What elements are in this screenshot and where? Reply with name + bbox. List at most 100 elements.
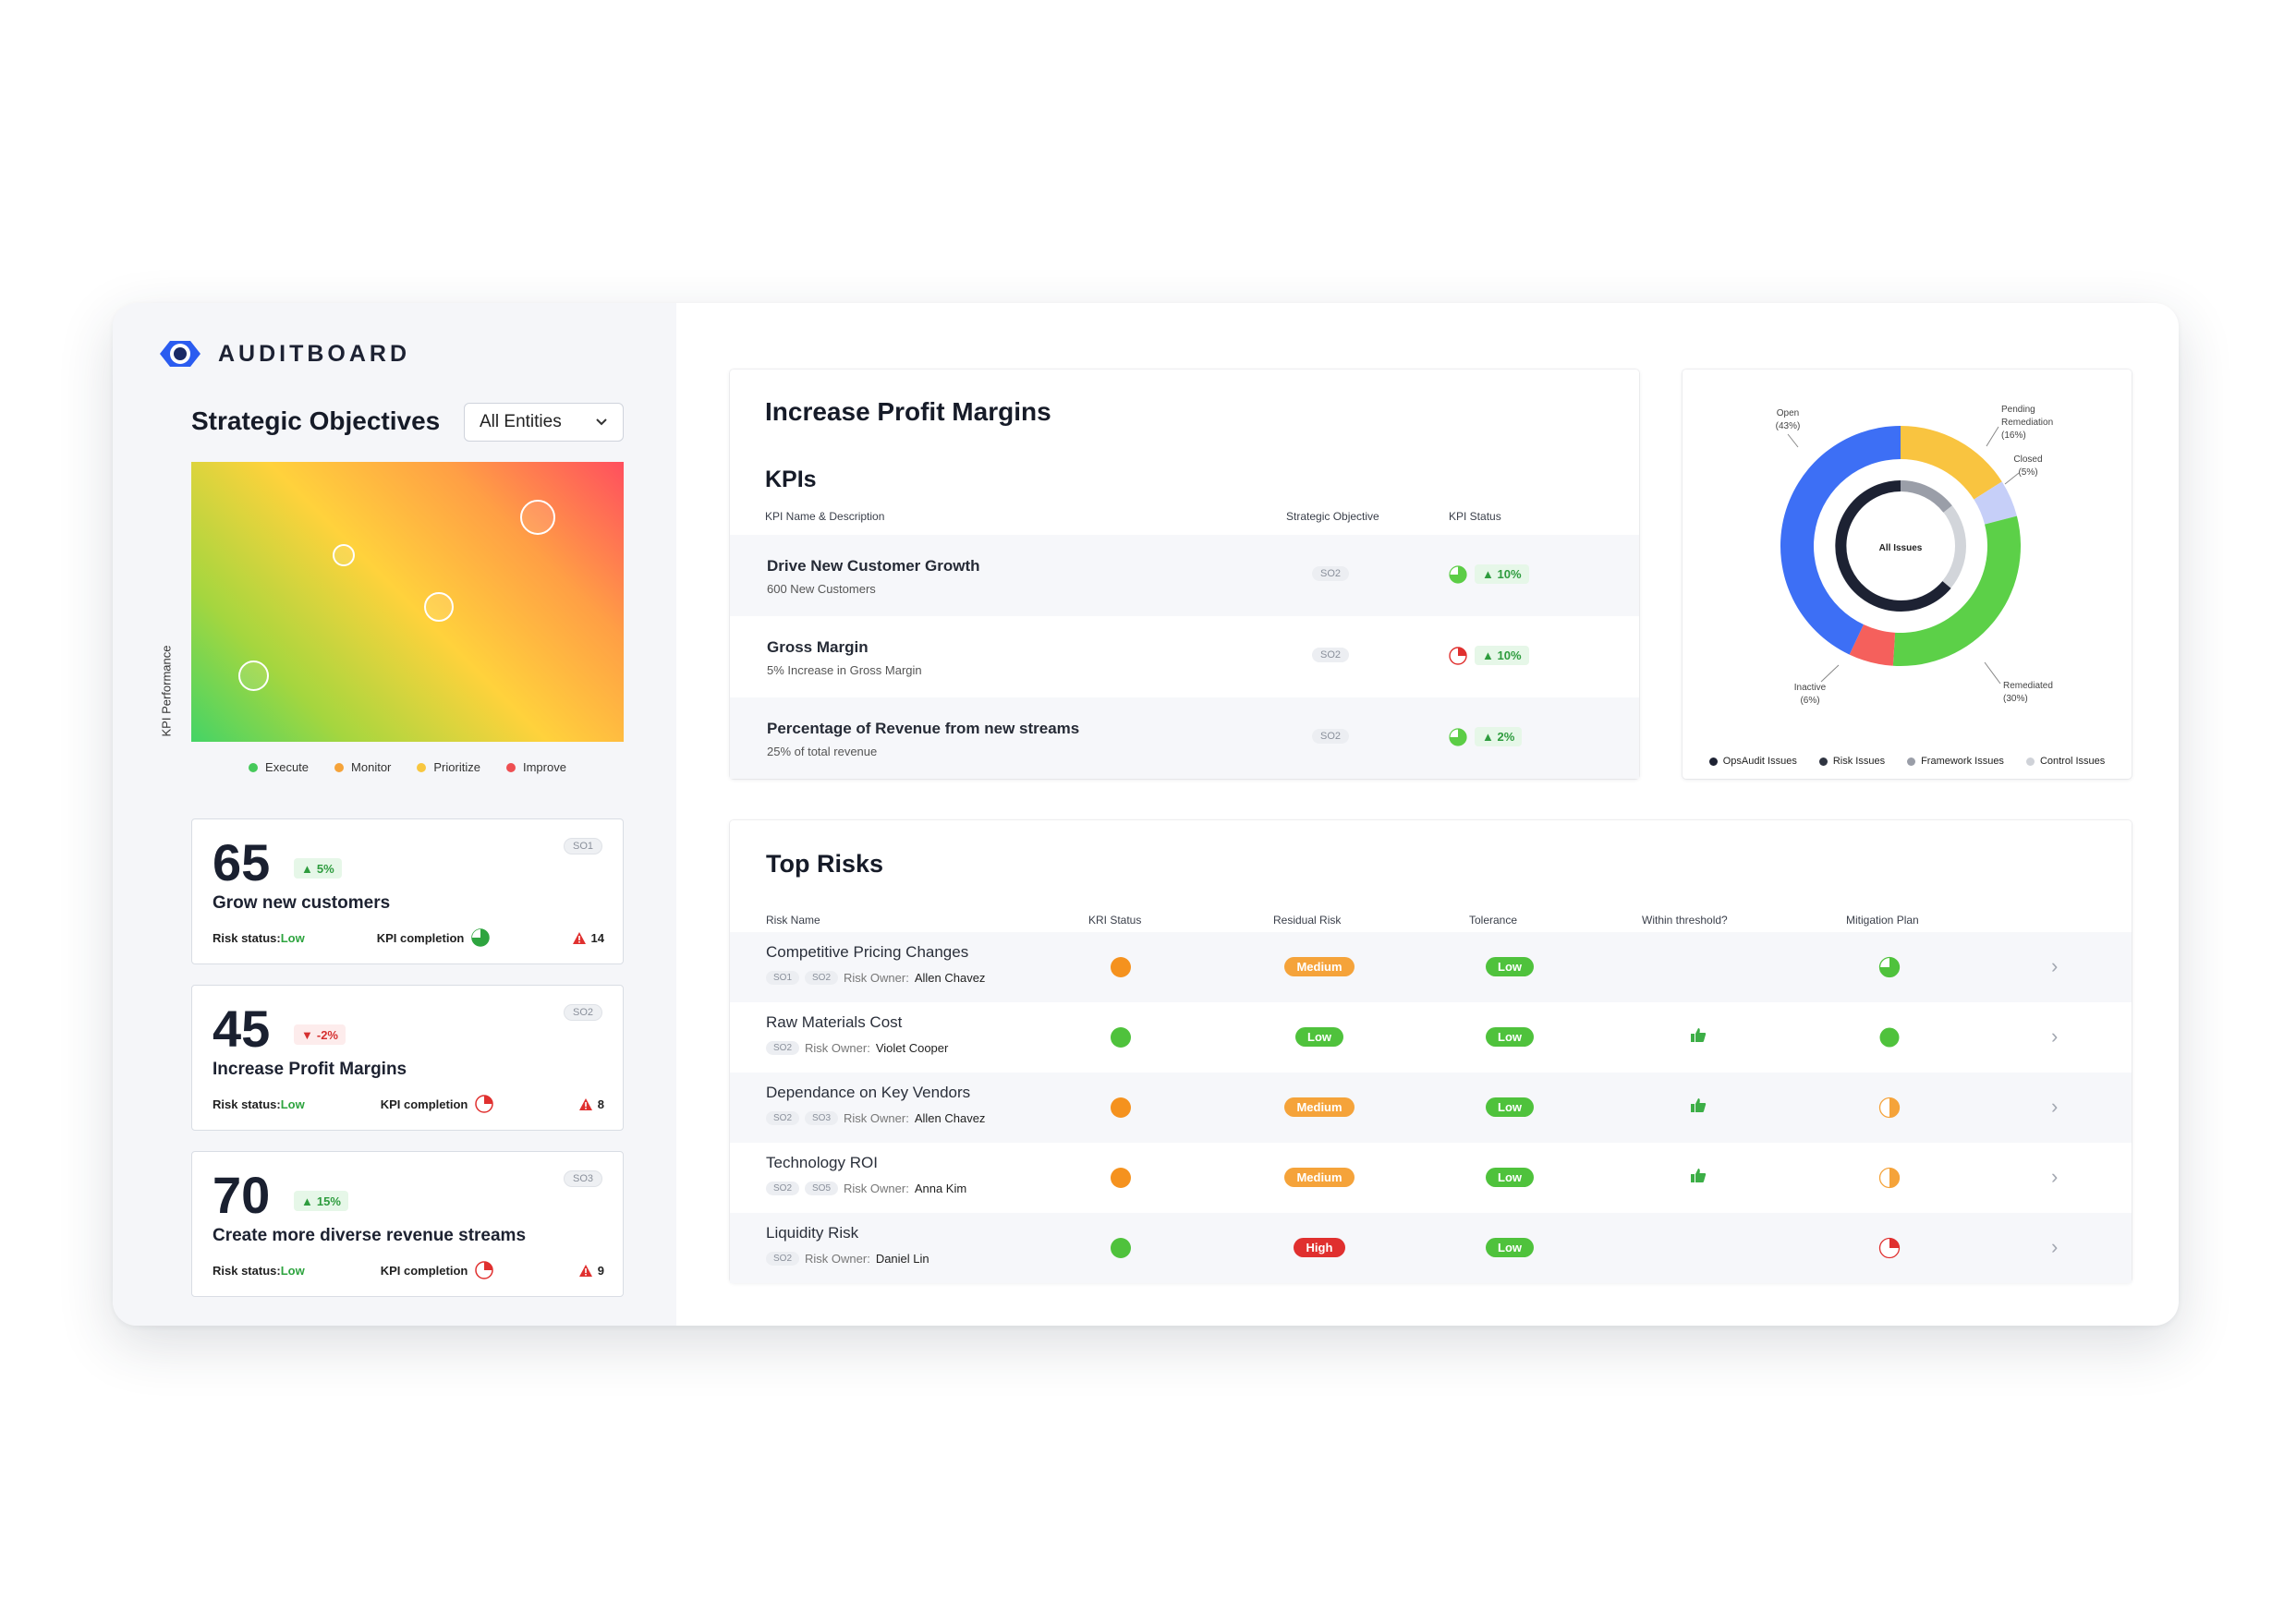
objective-card[interactable]: 70 ▲ 15% SO3 Create more diverse revenue … xyxy=(191,1151,624,1297)
strategic-objective-code: SO2 xyxy=(1312,729,1350,744)
risk-name: Liquidity Risk xyxy=(766,1224,859,1242)
logo[interactable]: AUDITBOARD xyxy=(157,337,410,370)
risk-status-value: Low xyxy=(280,1263,305,1278)
risk-meta: SO2 Risk Owner: Daniel Lin xyxy=(766,1252,929,1266)
objective-score: 65 xyxy=(213,833,271,891)
risk-name: Technology ROI xyxy=(766,1154,878,1171)
risk-row[interactable]: Technology ROI SO2 SO5 Risk Owner: Anna Ki… xyxy=(730,1143,2132,1213)
kpi-change-badge: ▲ 10% xyxy=(1475,646,1529,665)
legend-item-opsaudit[interactable]: OpsAudit Issues xyxy=(1708,756,1797,767)
objective-score: 70 xyxy=(213,1166,271,1224)
risk-status-label: Risk status: xyxy=(213,930,281,945)
objective-code: SO2 xyxy=(563,1004,602,1021)
mitigation-pie-icon[interactable] xyxy=(1878,1097,1901,1119)
kpi-completion: KPI completion xyxy=(381,1095,494,1113)
chevron-right-icon[interactable]: › xyxy=(2051,1095,2059,1118)
label-closed: Closed xyxy=(2013,454,2042,465)
donut-segment-inactive[interactable] xyxy=(1849,624,1896,666)
donut-segment-pending-remediation[interactable] xyxy=(1901,426,2002,500)
objective-name: Create more diverse revenue streams xyxy=(213,1226,527,1245)
chevron-right-icon[interactable]: › xyxy=(2051,954,2059,977)
objective-code: SO1 xyxy=(563,838,602,854)
risk-owner: Allen Chavez xyxy=(914,1111,986,1125)
risk-row[interactable]: Dependance on Key Vendors SO2 SO3 Risk Ow… xyxy=(730,1073,2132,1143)
risk-row[interactable]: Competitive Pricing Changes SO1 SO2 Risk … xyxy=(730,932,2132,1002)
brand-name: AUDITBOARD xyxy=(218,340,411,367)
strategic-objective-code: SO2 xyxy=(1312,648,1350,662)
objective-name: Increase Profit Margins xyxy=(213,1060,407,1079)
donut-hole xyxy=(1824,469,1977,623)
top-risks-title: Top Risks xyxy=(766,850,884,878)
objective-name: Grow new customers xyxy=(213,893,391,913)
legend-item-prioritize: Prioritize xyxy=(417,760,480,774)
alert-count[interactable]: 14 xyxy=(572,931,604,945)
mitigation-pie-icon[interactable] xyxy=(1878,1026,1901,1048)
risk-row[interactable]: Raw Materials Cost SO2 Risk Owner: Violet… xyxy=(730,1002,2132,1073)
residual-risk-badge: Medium xyxy=(1284,957,1355,976)
column-header-within-threshold: Within threshold? xyxy=(1642,914,1728,927)
heatmap-bubble[interactable] xyxy=(520,500,555,535)
pie-chart-icon xyxy=(1449,727,1467,746)
objective-card[interactable]: 65 ▲ 5% SO1 Grow new customers Risk statu… xyxy=(191,818,624,964)
alert-count[interactable]: 8 xyxy=(578,1097,604,1111)
chevron-right-icon[interactable]: › xyxy=(2051,1024,2059,1048)
strategic-objective-code: SO2 xyxy=(1312,566,1350,581)
kri-status-dot xyxy=(1111,1097,1131,1118)
tolerance-badge: Low xyxy=(1486,1168,1534,1187)
kri-status-dot xyxy=(1111,1238,1131,1258)
kpi-section-title: KPIs xyxy=(765,467,817,492)
top-risks-panel: Top Risks Risk Name KRI Status Residual … xyxy=(730,820,2132,1283)
strategic-objectives-title: Strategic Objectives xyxy=(191,406,441,435)
label-inactive-pct: (6%) xyxy=(1800,696,1819,706)
donut-segment-open[interactable] xyxy=(1780,426,1901,655)
pie-chart-icon xyxy=(475,1095,494,1113)
trend-badge: ▲ 15% xyxy=(294,1191,348,1211)
column-header-residual-risk: Residual Risk xyxy=(1273,914,1342,927)
kpi-completion: KPI completion xyxy=(377,928,491,947)
donut-outer-ring xyxy=(1780,426,2021,666)
legend-item-framework[interactable]: Framework Issues xyxy=(1907,756,2004,767)
column-header-risk-name: Risk Name xyxy=(766,914,820,927)
donut-center-label: All Issues xyxy=(1879,543,1923,553)
risk-status-label: Risk status: xyxy=(213,1263,281,1278)
donut-segment-closed[interactable] xyxy=(1974,481,2017,525)
leader-line-remediated xyxy=(1984,661,2001,685)
kpi-panel: Increase Profit Margins KPIs KPI Name & … xyxy=(730,370,1639,779)
legend-item-risk[interactable]: Risk Issues xyxy=(1818,756,1885,767)
risk-meta: SO2 Risk Owner: Violet Cooper xyxy=(766,1041,948,1055)
heatmap-bubble[interactable] xyxy=(333,544,355,566)
heatmap-y-axis-label: KPI Performance xyxy=(159,645,174,737)
thumbs-up-icon xyxy=(1691,1098,1707,1112)
kri-status-dot xyxy=(1111,957,1131,977)
tolerance-badge: Low xyxy=(1486,1027,1534,1047)
warning-triangle-icon xyxy=(578,1097,592,1110)
mitigation-pie-icon[interactable] xyxy=(1878,956,1901,978)
label-remediation: Remediation xyxy=(2001,418,2053,428)
mitigation-pie-icon[interactable] xyxy=(1878,1167,1901,1189)
kpi-row[interactable]: Gross Margin 5% Increase in Gross Margin… xyxy=(730,616,1639,697)
alert-count[interactable]: 9 xyxy=(578,1264,604,1278)
donut-segment-remediated[interactable] xyxy=(1892,515,2021,666)
leader-line-closed xyxy=(2004,472,2020,485)
risk-meta: SO2 SO3 Risk Owner: Allen Chavez xyxy=(766,1111,985,1125)
heatmap-bubble[interactable] xyxy=(424,592,454,622)
legend-item-execute: Execute xyxy=(249,760,309,774)
entity-select[interactable]: All Entities xyxy=(464,403,624,442)
auditboard-logo-icon xyxy=(160,341,200,367)
residual-risk-badge: High xyxy=(1294,1238,1345,1257)
tolerance-badge: Low xyxy=(1486,1238,1534,1257)
pie-chart-icon xyxy=(1449,646,1467,665)
kpi-row[interactable]: Percentage of Revenue from new streams 2… xyxy=(730,697,1639,779)
risk-row[interactable]: Liquidity Risk SO2 Risk Owner: Daniel Lin… xyxy=(730,1213,2132,1283)
chevron-right-icon[interactable]: › xyxy=(2051,1235,2059,1258)
dashboard-window: AUDITBOARD Strategic Objectives All Enti… xyxy=(113,303,2179,1326)
risk-name: Competitive Pricing Changes xyxy=(766,943,969,961)
heatmap-bubble[interactable] xyxy=(238,661,269,691)
chevron-right-icon[interactable]: › xyxy=(2051,1165,2059,1188)
mitigation-pie-icon[interactable] xyxy=(1878,1237,1901,1259)
objective-card[interactable]: 45 ▼ -2% SO2 Increase Profit Margins Risk… xyxy=(191,985,624,1131)
legend-item-control[interactable]: Control Issues xyxy=(2025,756,2105,767)
kpi-change-badge: ▲ 2% xyxy=(1475,727,1523,746)
column-header-strategic-objective: Strategic Objective xyxy=(1286,510,1379,523)
kpi-row[interactable]: Drive New Customer Growth 600 New Custom… xyxy=(730,535,1639,616)
